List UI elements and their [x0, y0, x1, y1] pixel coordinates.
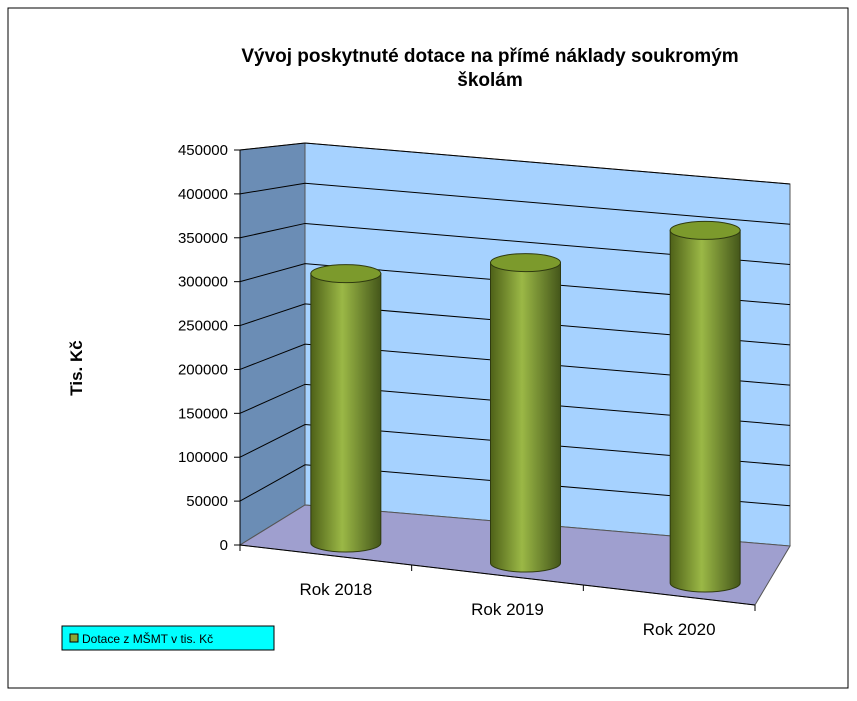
bar-top [669, 220, 741, 240]
x-axis [239, 544, 756, 606]
bar-top [310, 264, 382, 284]
x-tick-label: Rok 2019 [471, 600, 544, 619]
grid-line [239, 182, 791, 225]
side-wall [239, 142, 306, 546]
y-tick-label: 250000 [178, 318, 228, 335]
x-tick-label: Rok 2018 [299, 580, 372, 599]
legend [61, 625, 275, 651]
bar [669, 229, 741, 593]
bar [490, 262, 561, 573]
grid-line [239, 142, 791, 185]
y-axis-label: Tis. Kč [67, 340, 86, 395]
cylinder [310, 264, 382, 553]
y-tick-label: 300000 [178, 274, 228, 291]
legend-label: Dotace z MŠMT v tis. Kč [82, 631, 213, 646]
legend-swatch [69, 633, 79, 643]
x-tick-label: Rok 2020 [643, 620, 716, 639]
bar [310, 273, 382, 553]
y-tick-label: 100000 [178, 449, 228, 466]
grid-line [239, 222, 791, 265]
y-tick-label: 400000 [178, 186, 228, 203]
y-tick-label: 50000 [186, 493, 228, 510]
bar-top [490, 253, 561, 273]
y-tick-label: 150000 [178, 405, 228, 422]
y-tick-label: 0 [220, 537, 228, 554]
grid-line [239, 303, 791, 346]
cylinder [490, 253, 561, 573]
chart-title: školám [457, 70, 522, 91]
y-tick-label: 450000 [178, 142, 228, 159]
grid-line [239, 383, 791, 426]
y-tick-label: 350000 [178, 230, 228, 247]
grid-line [239, 464, 791, 507]
y-tick-label: 200000 [178, 361, 228, 378]
grid-line [239, 263, 791, 306]
grid-line [239, 343, 791, 386]
cylinder [669, 220, 741, 593]
grid-line [239, 424, 791, 467]
chart-title: Vývoj poskytnuté dotace na přímé náklady… [241, 46, 738, 67]
